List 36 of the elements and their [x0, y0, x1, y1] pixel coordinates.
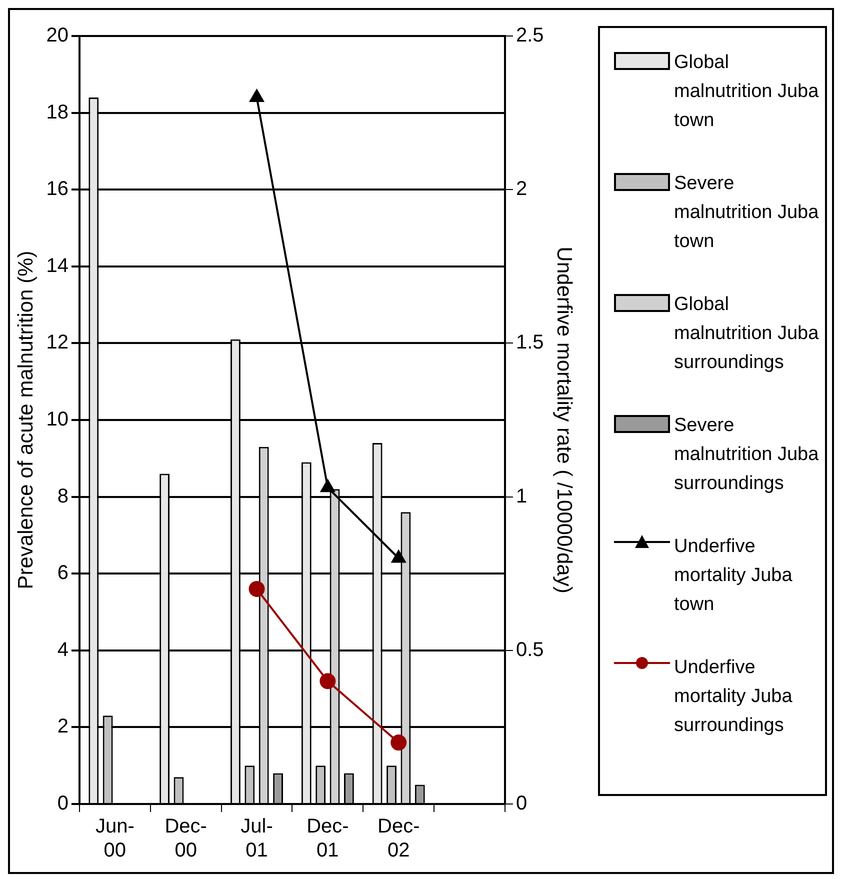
y2-tick-label: 2.5 — [516, 24, 544, 47]
y2-tick-label: 1 — [516, 485, 528, 508]
point — [320, 673, 336, 690]
x-tick-label: Jun-00 — [95, 816, 134, 862]
point — [320, 480, 335, 492]
y-tick-label: 12 — [46, 332, 68, 354]
y-axis-title: Prevalence of acute malnutrition (%) — [14, 250, 38, 590]
legend-label: Severe malnutrition Juba surroundings — [674, 414, 819, 496]
legend-label: Global malnutrition Juba town — [674, 51, 819, 133]
y2-tick-label: 0 — [516, 792, 528, 815]
legend-label: Underfive mortality Juba town — [674, 535, 794, 617]
point — [392, 550, 406, 563]
y-tick-label: 2 — [57, 716, 68, 738]
point — [248, 580, 265, 597]
y-tick-label: 20 — [46, 24, 68, 47]
point — [390, 734, 407, 751]
y-tick-label: 6 — [57, 562, 68, 584]
y-tick-label: 18 — [46, 101, 68, 124]
y2-tick-label: 0.5 — [516, 638, 544, 661]
y2-axis-title: Underfive mortality rate ( /10000/day) — [552, 246, 576, 594]
y-tick-label: 16 — [46, 178, 68, 200]
x-tick-label: Jul-01 — [240, 816, 273, 862]
y-tick-label: 0 — [57, 792, 68, 815]
legend-label: Severe malnutrition Juba town — [674, 172, 819, 254]
x-tick-label: Dec-00 — [164, 816, 207, 862]
y-tick-label: 4 — [57, 638, 68, 661]
y-tick-label: 8 — [57, 485, 68, 508]
y-tick-label: 14 — [46, 254, 68, 277]
y-tick-label: 10 — [46, 408, 68, 431]
y2-tick-label: 2 — [516, 178, 528, 200]
point — [250, 89, 264, 102]
x-tick-label: Dec-01 — [306, 816, 349, 862]
legend-label: Underfive mortality Juba surroundings — [674, 656, 794, 738]
legend-label: Global malnutrition Juba surroundings — [674, 293, 819, 375]
y2-tick-label: 1.5 — [516, 332, 544, 354]
x-tick-label: Dec-02 — [377, 816, 420, 862]
